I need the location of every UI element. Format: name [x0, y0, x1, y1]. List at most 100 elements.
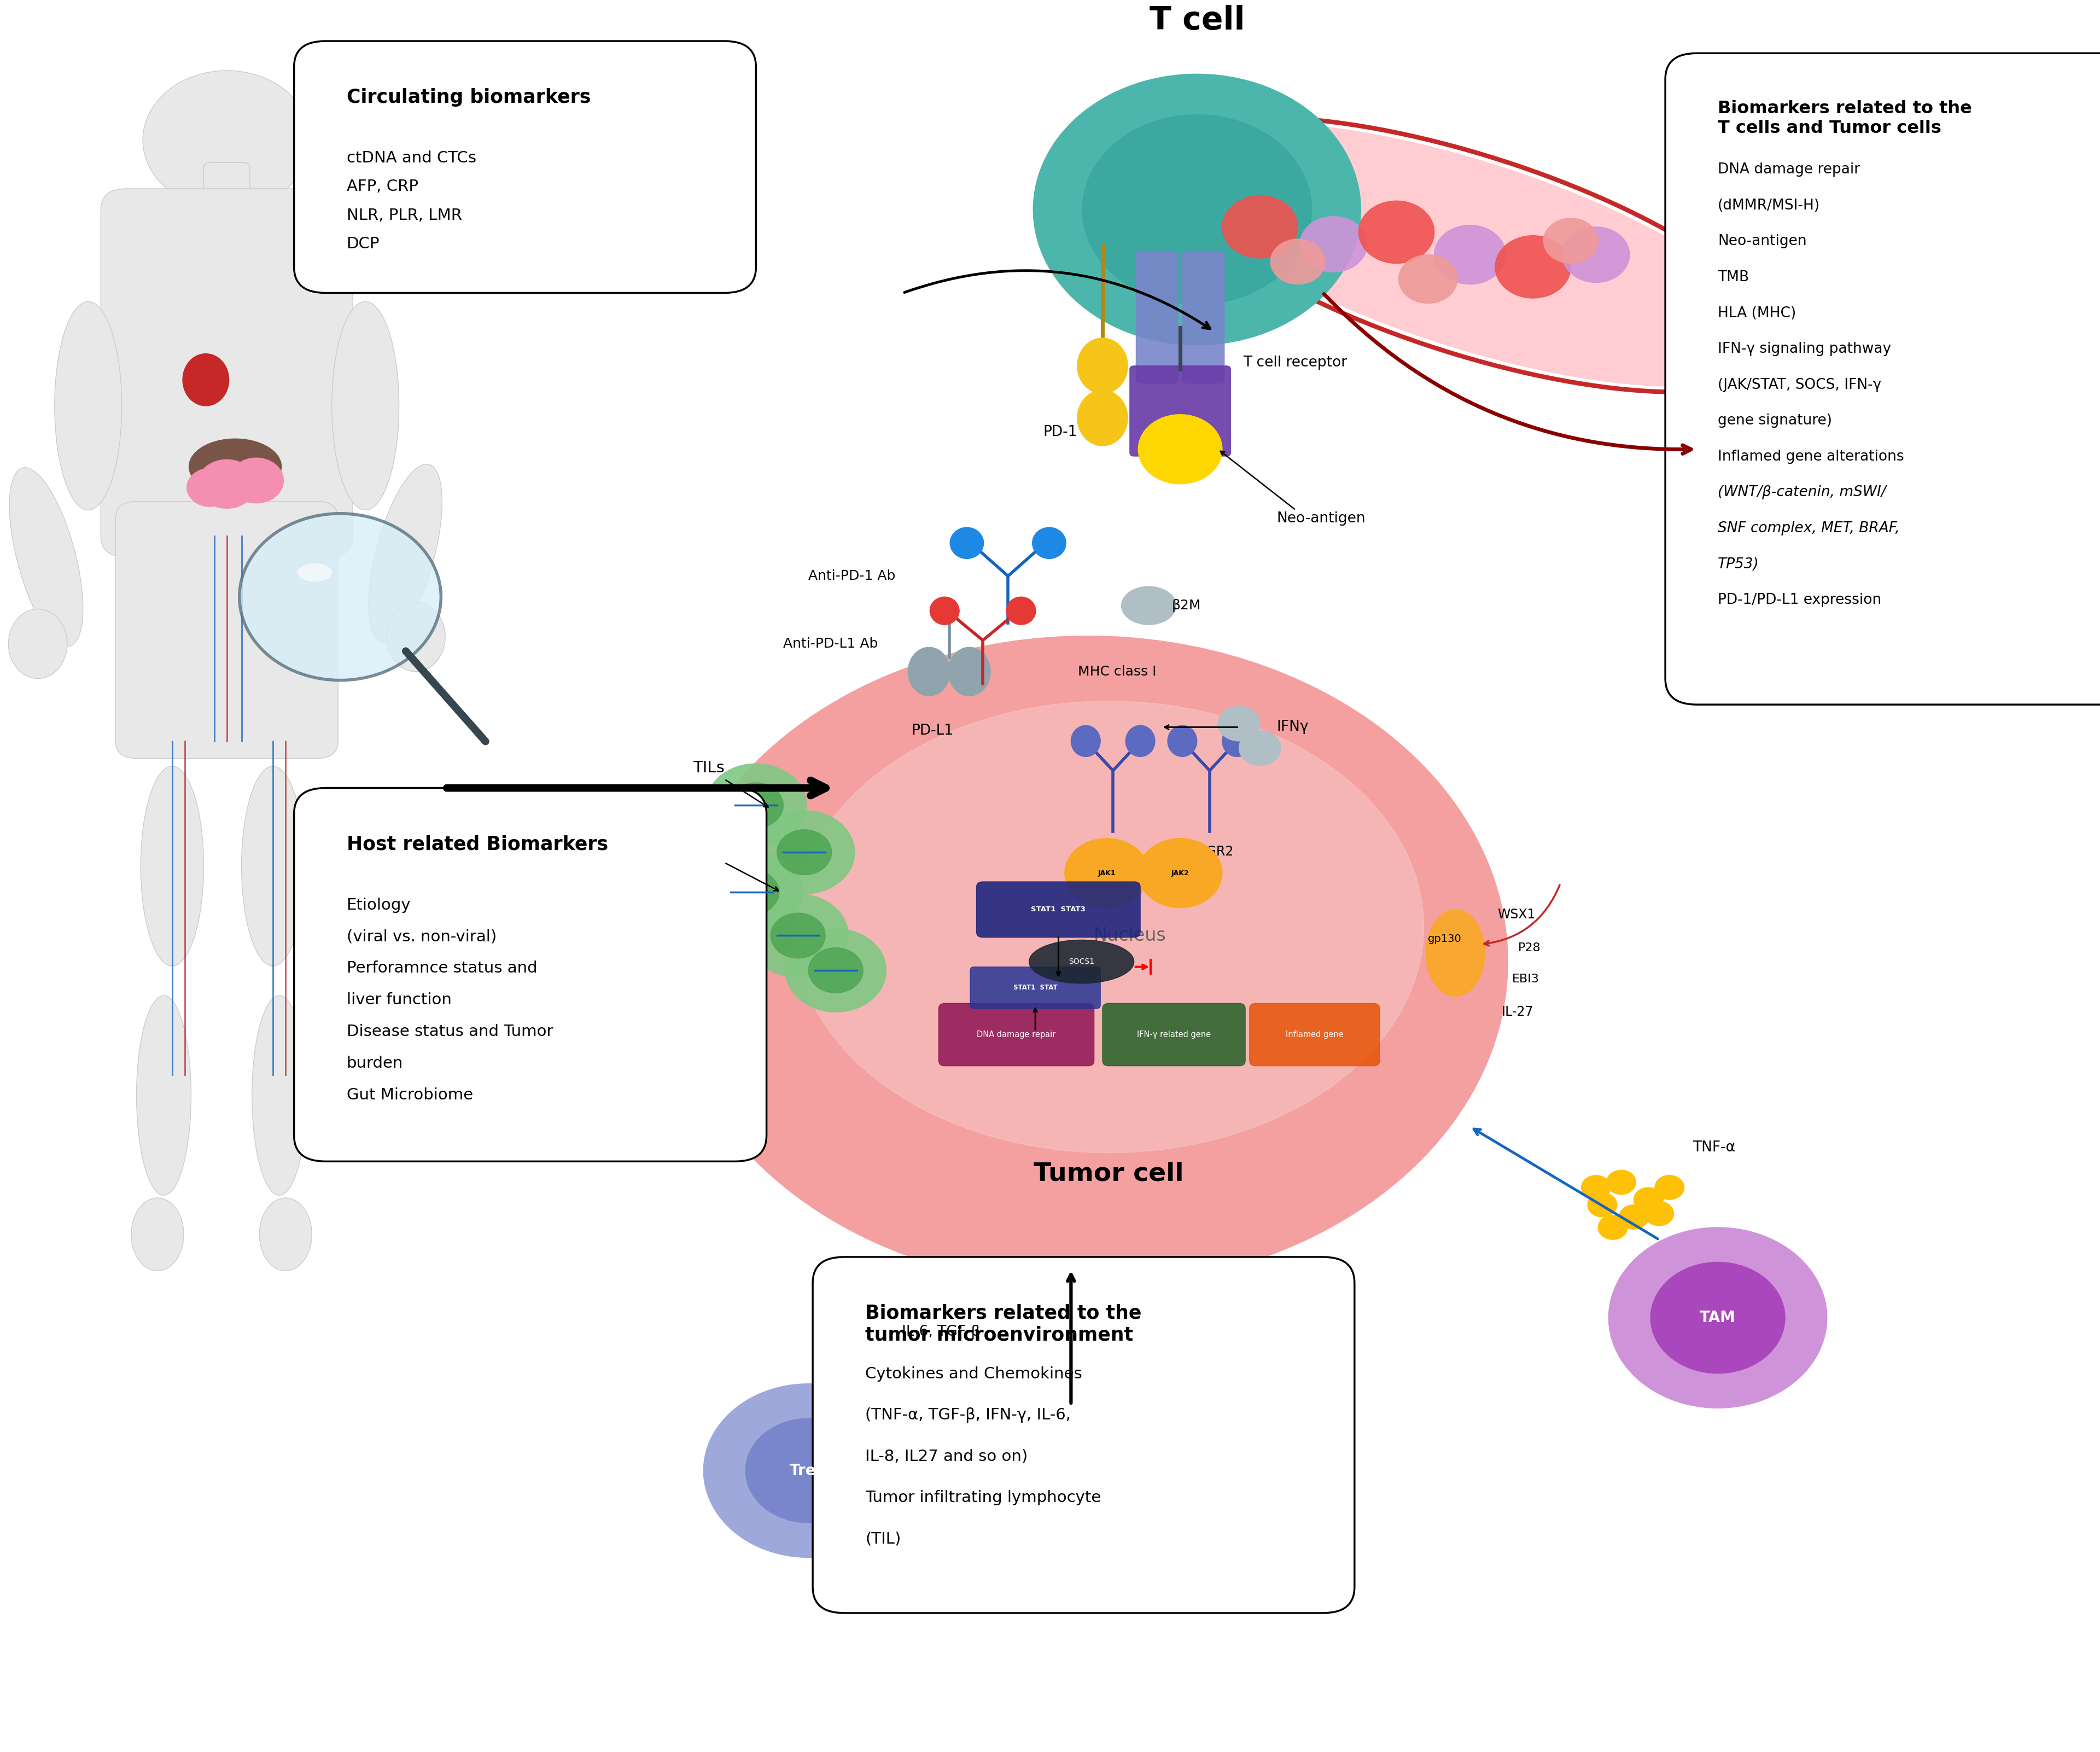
- Circle shape: [953, 1363, 979, 1384]
- Circle shape: [754, 811, 855, 894]
- Text: (dMMR/MSI-H): (dMMR/MSI-H): [1718, 198, 1821, 212]
- Ellipse shape: [386, 603, 445, 671]
- Circle shape: [911, 1356, 937, 1377]
- Text: IL-27: IL-27: [1502, 1006, 1533, 1018]
- Ellipse shape: [949, 527, 983, 559]
- Text: HLA (MHC): HLA (MHC): [1718, 307, 1796, 321]
- Circle shape: [1434, 226, 1506, 284]
- Text: PD-1/PD-L1 expression: PD-1/PD-L1 expression: [1718, 592, 1882, 608]
- Text: (TIL): (TIL): [865, 1531, 901, 1547]
- FancyBboxPatch shape: [294, 40, 756, 293]
- Text: (TNF-α, TGF-β, IFN-γ, IL-6,: (TNF-α, TGF-β, IFN-γ, IL-6,: [865, 1407, 1071, 1423]
- Ellipse shape: [136, 995, 191, 1195]
- Circle shape: [1359, 201, 1434, 263]
- Circle shape: [1270, 238, 1325, 284]
- Text: TMB: TMB: [1718, 270, 1749, 284]
- Ellipse shape: [1426, 909, 1485, 997]
- Ellipse shape: [1168, 725, 1197, 757]
- Text: Circulating biomarkers: Circulating biomarkers: [346, 88, 590, 107]
- Text: Anti-PD-1 Ab: Anti-PD-1 Ab: [808, 569, 897, 583]
- Circle shape: [187, 468, 233, 506]
- Circle shape: [926, 1386, 951, 1407]
- Circle shape: [1300, 217, 1367, 272]
- Ellipse shape: [8, 610, 67, 678]
- Circle shape: [1033, 74, 1361, 345]
- FancyBboxPatch shape: [939, 1004, 1094, 1065]
- Text: TILs: TILs: [693, 760, 724, 776]
- Ellipse shape: [298, 564, 332, 582]
- Ellipse shape: [130, 1198, 185, 1270]
- Text: TP53): TP53): [1718, 557, 1760, 571]
- Ellipse shape: [332, 301, 399, 510]
- Ellipse shape: [260, 1198, 311, 1270]
- Text: Tumor cell: Tumor cell: [1033, 1162, 1184, 1186]
- Text: AFP, CRP: AFP, CRP: [346, 179, 418, 194]
- Text: gene signature): gene signature): [1718, 413, 1831, 427]
- FancyBboxPatch shape: [1136, 251, 1178, 384]
- Ellipse shape: [189, 438, 281, 494]
- Circle shape: [1138, 415, 1222, 484]
- FancyBboxPatch shape: [1130, 366, 1231, 456]
- Text: IL-8, IL27 and so on): IL-8, IL27 and so on): [865, 1449, 1027, 1465]
- Circle shape: [724, 869, 779, 915]
- Circle shape: [1082, 114, 1312, 305]
- Circle shape: [745, 1419, 872, 1522]
- Text: Neo-antigen: Neo-antigen: [1718, 235, 1806, 249]
- Text: Tumor infiltrating lymphocyte: Tumor infiltrating lymphocyte: [865, 1491, 1100, 1505]
- Circle shape: [1609, 1228, 1827, 1409]
- Ellipse shape: [1006, 597, 1035, 625]
- FancyBboxPatch shape: [970, 967, 1100, 1009]
- Circle shape: [1495, 235, 1571, 298]
- Text: ctDNA and CTCs: ctDNA and CTCs: [346, 151, 477, 166]
- Text: PD-L1: PD-L1: [911, 724, 953, 738]
- Ellipse shape: [1077, 338, 1128, 394]
- Text: TAM: TAM: [1699, 1310, 1737, 1326]
- Circle shape: [706, 764, 806, 846]
- Ellipse shape: [1222, 725, 1252, 757]
- Text: IFN-γ signaling pathway: IFN-γ signaling pathway: [1718, 342, 1892, 356]
- Text: Nucleus: Nucleus: [1094, 927, 1166, 944]
- Text: T cell receptor: T cell receptor: [1243, 356, 1348, 370]
- Ellipse shape: [1166, 123, 1774, 385]
- FancyBboxPatch shape: [204, 163, 250, 226]
- Circle shape: [197, 459, 256, 508]
- Text: SOCS1: SOCS1: [1069, 958, 1094, 965]
- Ellipse shape: [668, 636, 1508, 1288]
- FancyBboxPatch shape: [1249, 1004, 1380, 1065]
- Text: TNF-α: TNF-α: [1693, 1141, 1735, 1155]
- Circle shape: [1065, 839, 1149, 908]
- Text: Inflamed gene: Inflamed gene: [1285, 1030, 1344, 1039]
- Text: liver function: liver function: [346, 992, 451, 1007]
- Text: DCP: DCP: [346, 237, 380, 252]
- Ellipse shape: [368, 464, 443, 643]
- Circle shape: [785, 929, 886, 1013]
- Circle shape: [1619, 1205, 1648, 1230]
- Circle shape: [1634, 1188, 1663, 1212]
- Text: P28: P28: [1518, 943, 1541, 953]
- Circle shape: [1606, 1170, 1636, 1195]
- Circle shape: [777, 830, 832, 874]
- Circle shape: [1588, 1193, 1617, 1218]
- Circle shape: [1562, 228, 1630, 282]
- Circle shape: [1581, 1176, 1611, 1200]
- Text: IFNγ: IFNγ: [1277, 720, 1308, 734]
- Ellipse shape: [252, 995, 307, 1195]
- Text: STAT1  STAT3: STAT1 STAT3: [1031, 906, 1086, 913]
- Ellipse shape: [1029, 939, 1134, 983]
- Circle shape: [1218, 706, 1260, 741]
- Text: (viral vs. non-viral): (viral vs. non-viral): [346, 929, 496, 944]
- Circle shape: [895, 1377, 920, 1398]
- FancyBboxPatch shape: [813, 1256, 1354, 1614]
- FancyBboxPatch shape: [977, 881, 1140, 937]
- Text: STAT1  STAT: STAT1 STAT: [1014, 985, 1056, 992]
- Text: gp130: gp130: [1428, 934, 1462, 944]
- Text: Inflamed gene alterations: Inflamed gene alterations: [1718, 450, 1905, 464]
- Text: burden: burden: [346, 1056, 403, 1070]
- Circle shape: [1544, 219, 1598, 263]
- Ellipse shape: [949, 646, 991, 696]
- Text: IFNGR2: IFNGR2: [1184, 844, 1235, 858]
- Text: Host related Biomarkers: Host related Biomarkers: [346, 836, 609, 853]
- Ellipse shape: [1033, 527, 1067, 559]
- Ellipse shape: [8, 468, 84, 646]
- Text: Biomarkers related to the
tumor microenvironment: Biomarkers related to the tumor microenv…: [865, 1303, 1142, 1344]
